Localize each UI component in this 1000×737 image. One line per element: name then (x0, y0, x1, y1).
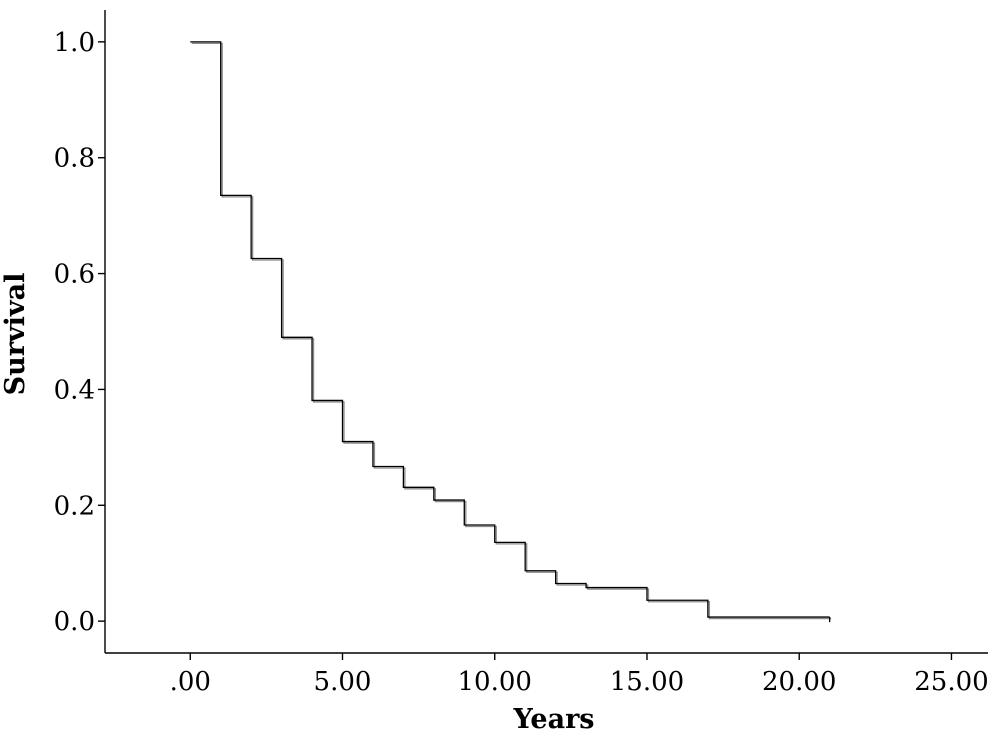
y-axis: 0.0 0.2 0.4 0.6 0.8 1.0 (54, 10, 106, 653)
survival-curve-shadow (191, 42, 832, 620)
x-tick-label: 15.00 (610, 667, 684, 697)
x-axis: .00 5.00 10.00 15.00 20.00 25.00 (105, 652, 989, 697)
y-tick-label: 0.6 (54, 260, 95, 290)
plot-area (190, 41, 832, 623)
y-tick-label: 0.4 (54, 375, 95, 405)
y-tick-label: 0.0 (54, 607, 95, 637)
y-tick-label: 1.0 (54, 28, 95, 58)
x-tick-label: .00 (170, 667, 211, 697)
x-tick-label: 5.00 (314, 667, 372, 697)
survival-curve (190, 41, 830, 618)
x-axis-title: Years (512, 704, 594, 735)
x-tick-label: 10.00 (458, 667, 532, 697)
y-tick-label: 0.2 (54, 491, 95, 521)
y-axis-title: Survival (0, 273, 31, 396)
y-tick-label: 0.8 (54, 144, 95, 174)
x-tick-label: 20.00 (762, 667, 836, 697)
x-tick-label: 25.00 (914, 667, 988, 697)
